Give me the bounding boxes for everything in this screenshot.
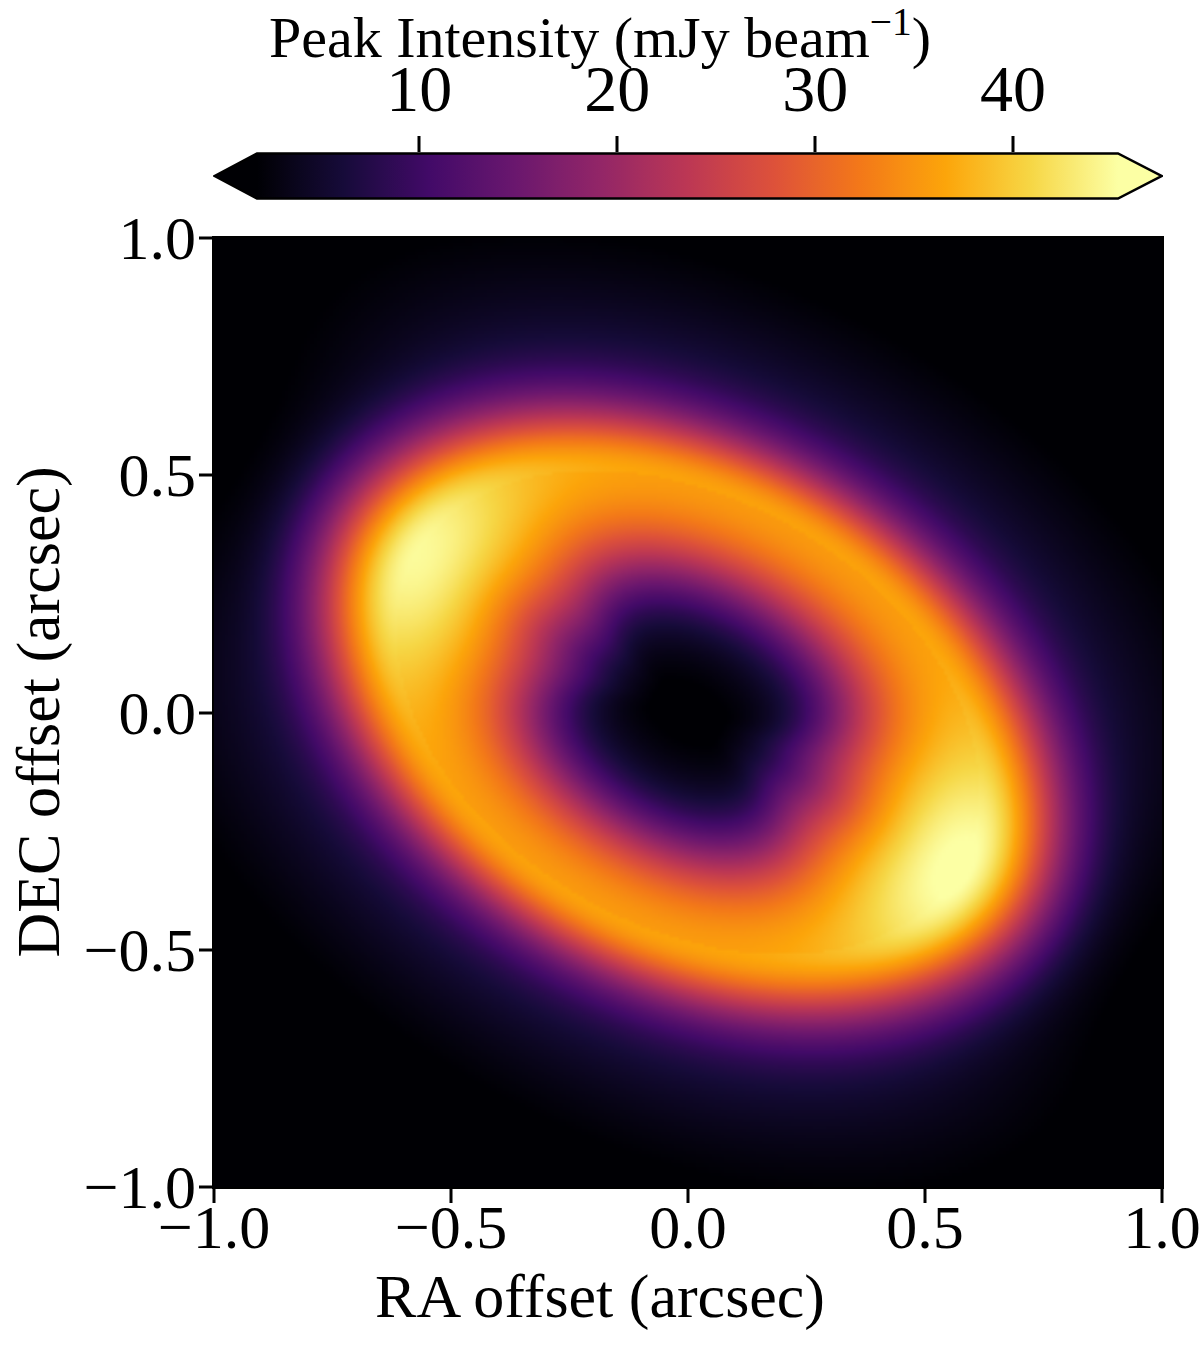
x-tick-label: 0.0: [649, 1196, 727, 1258]
y-tick-label: −0.5: [26, 919, 196, 981]
colorbar-title-close: ): [912, 5, 931, 70]
y-tick: [199, 237, 213, 240]
x-tick-label: 1.0: [1123, 1196, 1200, 1258]
heatmap-canvas: [214, 238, 1162, 1187]
colorbar-tick: [1012, 136, 1015, 152]
colorbar-tick-label: 10: [386, 56, 452, 122]
y-tick-label: 1.0: [26, 207, 196, 269]
y-tick-label: 0.0: [26, 682, 196, 744]
y-tick: [199, 474, 213, 477]
colorbar-title-main: Peak Intensity (mJy beam: [269, 5, 870, 70]
x-tick-label: 0.5: [886, 1196, 964, 1258]
colorbar-tick: [418, 136, 421, 152]
colorbar-tick-label: 40: [980, 56, 1046, 122]
colorbar: [213, 152, 1163, 200]
x-tick-label: −0.5: [395, 1196, 507, 1258]
colorbar-tick: [814, 136, 817, 152]
y-tick: [199, 948, 213, 951]
y-tick-label: −1.0: [26, 1156, 196, 1218]
colorbar-tick: [616, 136, 619, 152]
y-tick: [199, 711, 213, 714]
x-axis-label: RA offset (arcsec): [0, 1262, 1200, 1330]
colorbar-tick-label: 30: [782, 56, 848, 122]
colorbar-title-exponent: −1: [870, 0, 912, 44]
y-tick: [199, 1186, 213, 1189]
y-tick-label: 0.5: [26, 444, 196, 506]
colorbar-tick-label: 20: [584, 56, 650, 122]
